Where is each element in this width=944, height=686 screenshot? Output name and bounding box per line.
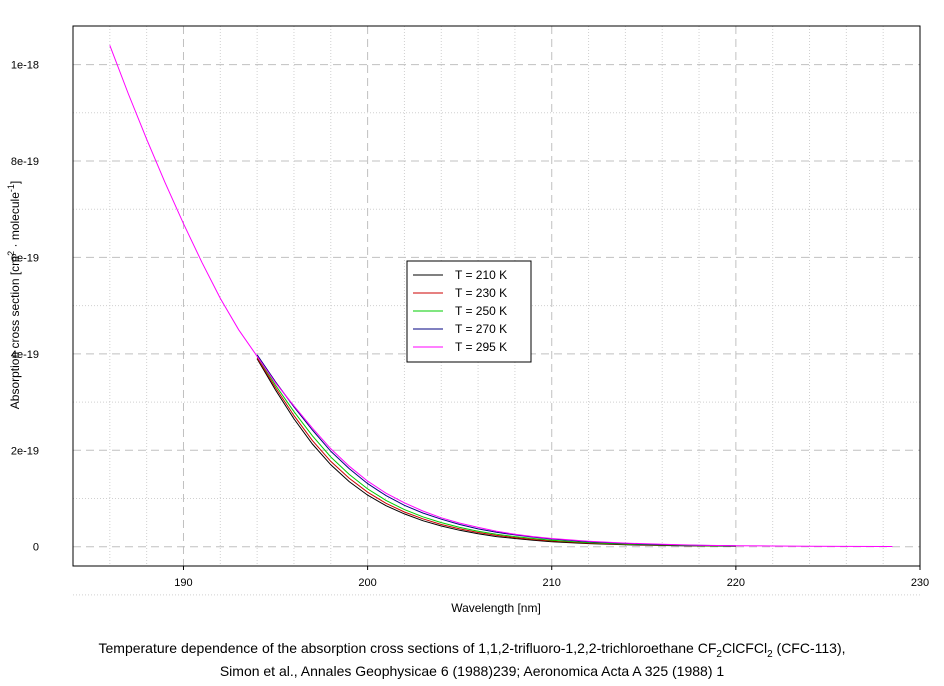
x-tick-label: 220 (727, 577, 745, 589)
y-axis-label-post: ] (8, 181, 22, 184)
series-line-5 (109, 45, 893, 547)
legend-label-2: T = 230 K (455, 286, 507, 300)
y-tick-label: 6e-19 (11, 252, 39, 264)
caption-line-1-post: (CFC-113), (772, 640, 846, 656)
y-axis-label-sup2: -1 (6, 184, 16, 192)
y-axis-label-mid: · molecule (8, 192, 22, 251)
x-tick-label: 190 (174, 577, 192, 589)
series-line-3 (256, 356, 736, 547)
y-axis-label-sup1: 2 (6, 251, 16, 256)
y-tick-label: 0 (33, 542, 39, 554)
x-tick-label: 230 (911, 577, 929, 589)
caption-line-1: Temperature dependence of the absorption… (0, 640, 944, 660)
plot-frame (72, 25, 921, 567)
series-group (109, 45, 893, 547)
y-tick-label: 8e-19 (11, 156, 39, 168)
x-axis-label: Wavelength [nm] (451, 601, 541, 615)
y-axis-label: Absorption cross section [cm2 · molecule… (6, 181, 22, 409)
x-tick-label: 210 (543, 577, 561, 589)
legend-label-5: T = 295 K (455, 340, 507, 354)
y-tick-label: 2e-19 (11, 445, 39, 457)
ticks-group: 190 200 210 220 230 0 2e-19 4e-19 6e-19 8e-19 1e-1… (11, 60, 929, 589)
legend-label-1: T = 210 K (455, 268, 507, 282)
y-tick-label: 4e-19 (11, 349, 39, 361)
y-axis-label-pre: Absorption cross section [cm (8, 256, 22, 409)
caption-sub-1: 2 (716, 648, 722, 660)
caption-sub-2: 2 (767, 648, 773, 660)
legend-label-3: T = 250 K (455, 304, 507, 318)
caption-line-1-pre: Temperature dependence of the absorption… (98, 640, 717, 656)
caption-line-2: Simon et al., Annales Geophysicae 6 (198… (219, 663, 725, 679)
legend-label-4: T = 270 K (455, 322, 507, 336)
chart: 190 200 210 220 230 0 2e-19 4e-19 6e-19 8e-19 1e-1… (6, 25, 929, 615)
y-tick-label: 1e-18 (11, 60, 39, 72)
x-tick-label: 200 (358, 577, 376, 589)
legend: T = 210 K T = 230 K T = 250 K T = 270 K T = … (406, 260, 532, 363)
caption-line-1-mid: ClCFCl (721, 640, 768, 656)
